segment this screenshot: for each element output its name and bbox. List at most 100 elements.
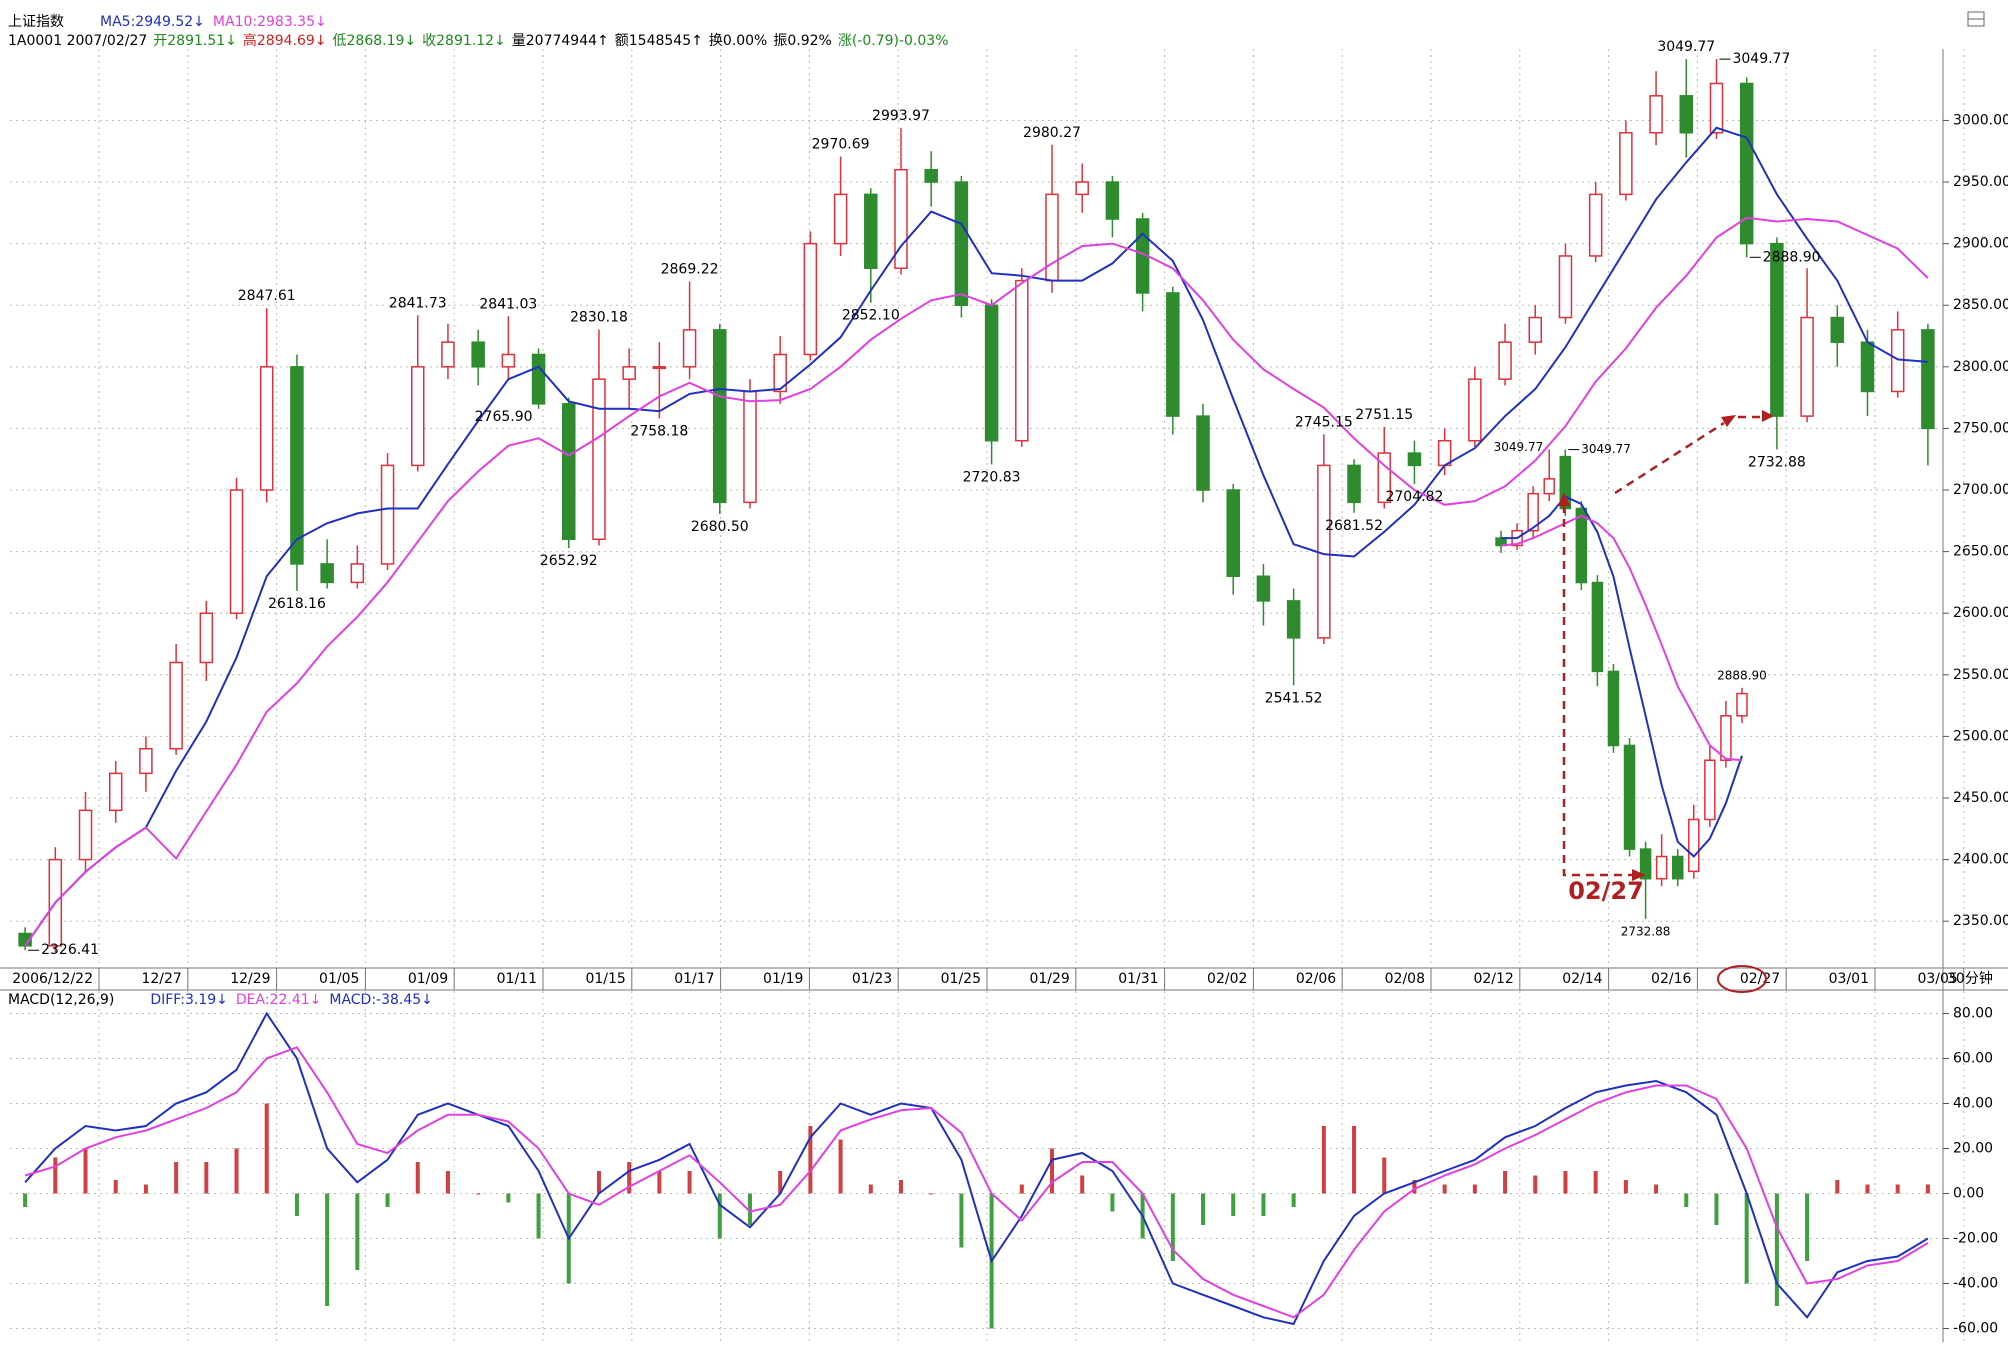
candle-body (1317, 464, 1331, 639)
price-annotation: 3049.77 (1657, 39, 1715, 55)
y-tick-label: 2800.00 (1953, 359, 2008, 375)
macd-bar (476, 1193, 481, 1195)
y-tick-label: 2400.00 (1953, 852, 2008, 868)
macd-bar (1865, 1184, 1870, 1194)
macd-bar (113, 1180, 118, 1194)
x-tick-label: 03/01 (1829, 971, 1869, 987)
x-tick-label: 01/25 (941, 971, 981, 987)
x-tick-label: 12/27 (141, 971, 181, 987)
header-item: MACD:-38.45↓ (329, 992, 433, 1008)
price-annotation: 2751.15 (1355, 407, 1413, 423)
macd-bar (294, 1193, 299, 1216)
candle-body (1739, 82, 1754, 245)
macd-bar (868, 1184, 873, 1194)
macd-bar (536, 1193, 541, 1239)
x-tick-label: 01/11 (497, 971, 537, 987)
macd-bar (1684, 1193, 1689, 1207)
price-annotation: 3049.77 (1732, 51, 1790, 67)
highlight-circle (1717, 965, 1767, 993)
macd-bar (717, 1193, 722, 1239)
price-annotation: 2841.73 (389, 295, 447, 311)
price-annotation: 2680.50 (691, 519, 749, 535)
macd-bar (1352, 1126, 1357, 1194)
candle-body (592, 378, 606, 541)
macd-bar (1774, 1193, 1779, 1306)
panel-header: MACD(12,26,9) DIFF:3.19↓ DEA:22.41↓ MACD:-3… (8, 992, 433, 1008)
macd-bar (1321, 1126, 1326, 1194)
price-annotation: 2830.18 (570, 310, 628, 326)
y-tick-label: -40.00 (1953, 1276, 1998, 1292)
plot-layer: 2350.00 2400.00 2450.00 2500.00 2550.00 2600.… (8, 14, 2008, 1342)
candle-body (1591, 581, 1604, 673)
header-item: DIFF:3.19↓ (150, 992, 228, 1008)
candle-body (1770, 242, 1784, 417)
price-annotation: 2732.88 (1748, 455, 1806, 471)
candle-body (1575, 507, 1588, 584)
macd-bar (385, 1193, 390, 1207)
y-tick-label: 2850.00 (1953, 297, 2008, 313)
y-tick-label: 2650.00 (1953, 544, 2008, 560)
price-annotation: 2993.97 (872, 108, 930, 124)
macd-line (24, 1046, 1929, 1319)
macd-bar (1925, 1184, 1930, 1194)
period-label: 30分钟 (1947, 970, 1993, 987)
header-item: DEA:22.41↓ (236, 992, 321, 1008)
y-tick-label: 60.00 (1953, 1051, 1993, 1067)
macd-bar (325, 1193, 330, 1306)
macd-bar (1503, 1171, 1508, 1194)
candle-body (1704, 759, 1716, 821)
macd-bar (1412, 1180, 1417, 1194)
price-annotation: 2841.03 (479, 296, 537, 312)
candle-body (1655, 855, 1668, 880)
quote-line: 1A0001 2007/02/27 开2891.51↓ 高2894.69↓ 低2868… (8, 32, 949, 49)
price-annotation: 2745.15 (1295, 414, 1353, 430)
candle-body (1619, 132, 1633, 196)
candle-body (1015, 279, 1029, 442)
arrow-head (1721, 415, 1736, 427)
quote-item: 收2891.12↓ (422, 33, 506, 49)
quote-item: 换0.00% (709, 32, 767, 49)
highlight-label: 02/27 (1568, 877, 1644, 905)
y-tick-label: 2900.00 (1953, 236, 2008, 252)
candle-body (562, 403, 576, 541)
price-annotation: 2765.90 (475, 409, 533, 425)
x-tick-label: 2006/12/22 (12, 971, 93, 987)
quote-item: 低2868.19↓ (333, 33, 417, 49)
price-annotation: 3049.77 (1494, 440, 1544, 454)
x-tick-label: 01/23 (852, 971, 892, 987)
macd-bar (1835, 1180, 1840, 1194)
price-annotation: 2541.52 (1265, 690, 1323, 706)
candle-body (1527, 492, 1539, 532)
candle-body (108, 772, 123, 812)
macd-bar (1744, 1193, 1749, 1284)
candle-body (1736, 692, 1748, 717)
macd-bar (1593, 1171, 1598, 1194)
y-tick-label: 2350.00 (1953, 913, 2008, 929)
quote-item: 1A0001 2007/02/27 (8, 33, 147, 49)
price-annotation: 2970.69 (812, 137, 870, 153)
price-annotation: 2888.90 (1717, 668, 1767, 682)
candle-body (1543, 478, 1555, 495)
ma-line (1501, 495, 1743, 858)
arrow-head (1558, 492, 1570, 506)
macd-bar (687, 1171, 692, 1194)
macd-bar (1050, 1148, 1055, 1194)
macd-bar (1654, 1184, 1659, 1194)
candle-body (1468, 378, 1482, 442)
macd-bar (657, 1171, 662, 1194)
x-tick-label: 02/12 (1473, 971, 1513, 987)
y-tick-label: 2700.00 (1953, 482, 2008, 498)
candle-body (652, 366, 667, 370)
candle-body (1377, 452, 1391, 504)
y-tick-label: 40.00 (1953, 1096, 1993, 1112)
candle-body (1921, 329, 1935, 430)
x-tick-label: 02/08 (1385, 971, 1425, 987)
macd-bar (929, 1193, 934, 1195)
candle-body (1196, 415, 1210, 491)
macd-bar (1563, 1171, 1568, 1194)
price-annotation: 2980.27 (1023, 125, 1081, 141)
candle-body (864, 193, 878, 270)
y-tick-label: 3000.00 (1953, 112, 2008, 128)
macd-bar (1080, 1175, 1085, 1194)
